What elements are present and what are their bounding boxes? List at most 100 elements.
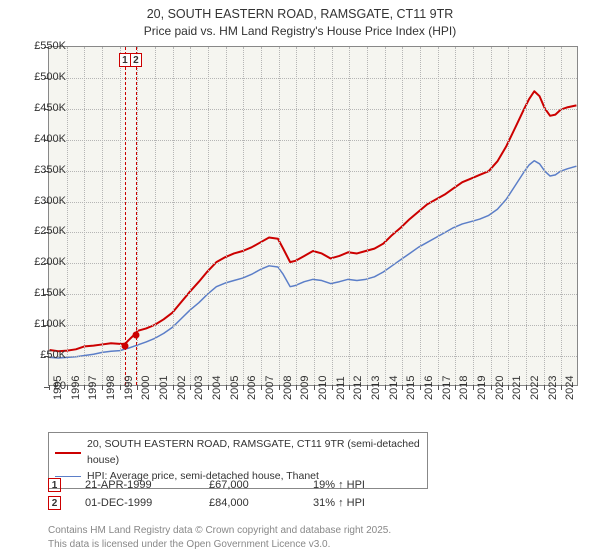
x-axis-label: 2002 <box>176 376 188 400</box>
gridline-h <box>49 294 577 295</box>
gridline-v <box>279 47 280 385</box>
gridline-v <box>385 47 386 385</box>
x-axis-label: 2010 <box>317 376 329 400</box>
x-axis-label: 2008 <box>282 376 294 400</box>
x-tick <box>508 385 509 390</box>
gridline-v <box>208 47 209 385</box>
gridline-h <box>49 109 577 110</box>
event-row-1: 1 21-APR-1999 £67,000 19% ↑ HPI <box>48 478 365 492</box>
x-tick <box>526 385 527 390</box>
x-tick <box>491 385 492 390</box>
event-row-2: 2 01-DEC-1999 £84,000 31% ↑ HPI <box>48 496 365 510</box>
y-axis-label: £250K <box>20 225 66 237</box>
x-tick <box>279 385 280 390</box>
x-axis-label: 2001 <box>158 376 170 400</box>
x-tick <box>561 385 562 390</box>
credits-line1: Contains HM Land Registry data © Crown c… <box>48 524 391 538</box>
title-subtitle: Price paid vs. HM Land Registry's House … <box>0 23 600 39</box>
gridline-v <box>332 47 333 385</box>
chart-title-block: 20, SOUTH EASTERN ROAD, RAMSGATE, CT11 9… <box>0 0 600 39</box>
event-date-2: 01-DEC-1999 <box>85 497 185 509</box>
event-marker-box: 2 <box>130 53 142 67</box>
gridline-v <box>226 47 227 385</box>
gridline-v <box>438 47 439 385</box>
x-axis-label: 2000 <box>140 376 152 400</box>
y-axis-label: £300K <box>20 195 66 207</box>
y-axis-label: £100K <box>20 318 66 330</box>
event-price-1: £67,000 <box>209 479 289 491</box>
event-dot <box>132 332 139 339</box>
gridline-h <box>49 140 577 141</box>
y-axis-label: £450K <box>20 102 66 114</box>
y-axis-label: £50K <box>20 349 66 361</box>
x-axis-label: 2014 <box>388 376 400 400</box>
event-pct-1: 19% ↑ HPI <box>313 479 365 491</box>
gridline-v <box>155 47 156 385</box>
y-axis-label: £550K <box>20 40 66 52</box>
event-marker-1: 1 <box>48 478 61 492</box>
x-tick <box>67 385 68 390</box>
x-axis-label: 1997 <box>87 376 99 400</box>
x-axis-label: 2011 <box>335 376 347 400</box>
series-line-price_paid <box>50 91 577 351</box>
x-tick <box>120 385 121 390</box>
gridline-h <box>49 78 577 79</box>
x-tick <box>349 385 350 390</box>
gridline-h <box>49 325 577 326</box>
x-axis-label: 2003 <box>193 376 205 400</box>
title-address: 20, SOUTH EASTERN ROAD, RAMSGATE, CT11 9… <box>0 6 600 23</box>
chart-plot-area: 12 <box>48 46 578 386</box>
legend-label-price-paid: 20, SOUTH EASTERN ROAD, RAMSGATE, CT11 9… <box>87 437 421 469</box>
gridline-v <box>473 47 474 385</box>
gridline-v <box>296 47 297 385</box>
x-tick <box>261 385 262 390</box>
gridline-v <box>420 47 421 385</box>
gridline-v <box>243 47 244 385</box>
gridline-v <box>190 47 191 385</box>
x-tick <box>84 385 85 390</box>
y-axis-label: £150K <box>20 287 66 299</box>
event-marker-2: 2 <box>48 496 61 510</box>
event-price-2: £84,000 <box>209 497 289 509</box>
x-tick <box>173 385 174 390</box>
gridline-v <box>402 47 403 385</box>
x-tick <box>473 385 474 390</box>
events-table: 1 21-APR-1999 £67,000 19% ↑ HPI 2 01-DEC… <box>48 478 365 514</box>
x-tick <box>137 385 138 390</box>
x-axis-label: 2018 <box>458 376 470 400</box>
x-axis-label: 1999 <box>123 376 135 400</box>
x-tick <box>544 385 545 390</box>
x-tick <box>314 385 315 390</box>
x-axis-label: 1996 <box>70 376 82 400</box>
gridline-v <box>67 47 68 385</box>
x-axis-label: 2004 <box>211 376 223 400</box>
gridline-v <box>526 47 527 385</box>
x-tick <box>438 385 439 390</box>
gridline-v <box>367 47 368 385</box>
gridline-h <box>49 171 577 172</box>
gridline-h <box>49 202 577 203</box>
gridline-v <box>508 47 509 385</box>
x-axis-label: 2009 <box>299 376 311 400</box>
series-line-hpi <box>50 161 577 358</box>
x-tick <box>243 385 244 390</box>
gridline-v <box>173 47 174 385</box>
x-tick <box>332 385 333 390</box>
x-tick <box>385 385 386 390</box>
x-tick <box>455 385 456 390</box>
x-axis-label: 2005 <box>229 376 241 400</box>
x-axis-label: 2012 <box>352 376 364 400</box>
y-axis-label: £500K <box>20 71 66 83</box>
x-axis-label: 2022 <box>529 376 541 400</box>
x-axis-label: 2013 <box>370 376 382 400</box>
event-pct-2: 31% ↑ HPI <box>313 497 365 509</box>
y-axis-label: £350K <box>20 164 66 176</box>
x-axis-label: 2019 <box>476 376 488 400</box>
x-axis-label: 2017 <box>441 376 453 400</box>
credits-block: Contains HM Land Registry data © Crown c… <box>48 524 391 551</box>
y-axis-label: £400K <box>20 133 66 145</box>
x-axis-label: 2016 <box>423 376 435 400</box>
x-axis-label: 2015 <box>405 376 417 400</box>
chart-lines-svg <box>49 47 577 385</box>
legend-swatch-price-paid <box>55 452 81 454</box>
